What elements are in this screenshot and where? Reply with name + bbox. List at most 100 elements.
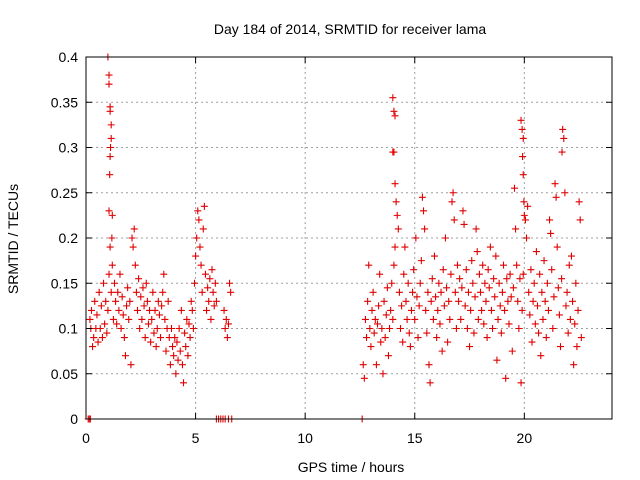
data-point xyxy=(436,320,444,328)
data-point xyxy=(426,379,434,387)
data-point xyxy=(425,361,433,369)
data-point xyxy=(521,216,529,224)
data-point xyxy=(526,311,534,319)
data-point xyxy=(450,216,458,224)
data-point xyxy=(410,266,418,274)
data-point xyxy=(176,347,184,355)
y-tick-label: 0.4 xyxy=(59,49,79,65)
data-point xyxy=(196,243,204,251)
data-point xyxy=(462,266,470,274)
data-point xyxy=(529,297,537,305)
chart-title: Day 184 of 2014, SRMTID for receiver lam… xyxy=(214,21,487,37)
data-point xyxy=(525,288,533,296)
data-point xyxy=(380,297,388,305)
data-point xyxy=(407,306,415,314)
data-point xyxy=(127,361,135,369)
data-point xyxy=(105,80,113,88)
data-point xyxy=(94,338,102,346)
data-point xyxy=(386,325,394,332)
data-point xyxy=(489,325,497,332)
data-point xyxy=(508,347,516,355)
data-point xyxy=(206,275,214,283)
data-point xyxy=(429,315,437,323)
data-point xyxy=(368,306,376,314)
data-point xyxy=(504,297,512,305)
data-point xyxy=(116,270,124,278)
data-point xyxy=(533,302,541,310)
data-point xyxy=(384,352,392,360)
data-point xyxy=(188,306,196,314)
data-point xyxy=(180,379,188,387)
data-point xyxy=(564,329,572,337)
y-tick-label: 0.25 xyxy=(51,185,78,201)
data-point xyxy=(562,302,570,310)
data-point xyxy=(575,198,583,206)
data-point xyxy=(506,270,514,278)
data-point xyxy=(394,225,402,233)
data-point xyxy=(115,306,123,314)
data-point xyxy=(453,261,461,269)
data-point xyxy=(182,343,190,351)
data-point xyxy=(576,216,584,224)
data-point xyxy=(208,266,216,274)
data-point xyxy=(561,189,569,197)
data-point xyxy=(523,234,531,242)
data-point xyxy=(549,325,557,332)
data-point xyxy=(107,144,115,151)
data-point xyxy=(571,320,579,328)
data-point xyxy=(484,266,492,274)
data-point xyxy=(96,325,104,332)
data-point xyxy=(389,315,397,323)
data-point xyxy=(432,293,440,301)
data-point xyxy=(198,288,206,296)
data-point xyxy=(423,329,431,337)
data-point xyxy=(414,334,422,342)
data-point xyxy=(172,370,180,378)
data-point xyxy=(112,297,120,305)
data-point xyxy=(566,315,574,323)
data-point xyxy=(108,261,116,269)
data-point xyxy=(126,297,134,305)
data-point xyxy=(382,311,390,319)
data-point xyxy=(147,338,155,346)
data-point xyxy=(227,288,235,296)
data-point xyxy=(101,320,109,328)
x-tick-label: 20 xyxy=(517,430,533,446)
data-point xyxy=(121,352,129,360)
data-point xyxy=(416,279,424,287)
data-point xyxy=(573,343,581,351)
data-point xyxy=(482,297,490,305)
data-point xyxy=(132,288,140,296)
data-point xyxy=(222,315,230,323)
data-point xyxy=(430,252,438,260)
data-point xyxy=(153,325,161,332)
data-point xyxy=(203,306,211,314)
data-point xyxy=(532,248,540,256)
data-point xyxy=(513,261,521,269)
data-point xyxy=(373,320,381,328)
data-point xyxy=(542,334,550,342)
data-point xyxy=(483,334,491,342)
data-point xyxy=(93,311,101,319)
data-point xyxy=(558,275,566,283)
data-point xyxy=(400,270,408,278)
data-point xyxy=(550,293,558,301)
axes-layer: 0 5 10 15 20 0 0.05 0.1 0.15 0.2 0.25 0.3 0.35 0.4 xyxy=(51,49,613,446)
data-point xyxy=(148,315,156,323)
data-point xyxy=(548,266,556,274)
data-point xyxy=(501,306,509,314)
data-point xyxy=(422,306,430,314)
data-point xyxy=(360,374,368,382)
data-point xyxy=(455,297,463,305)
data-point xyxy=(444,338,452,346)
data-point xyxy=(547,229,555,237)
x-tick-label: 0 xyxy=(82,430,90,446)
data-point xyxy=(387,306,395,314)
data-point xyxy=(404,279,412,287)
data-point xyxy=(171,334,179,342)
data-point xyxy=(123,302,131,310)
data-point xyxy=(212,297,220,305)
data-point xyxy=(211,279,219,287)
data-point xyxy=(391,243,399,251)
data-point xyxy=(138,315,146,323)
